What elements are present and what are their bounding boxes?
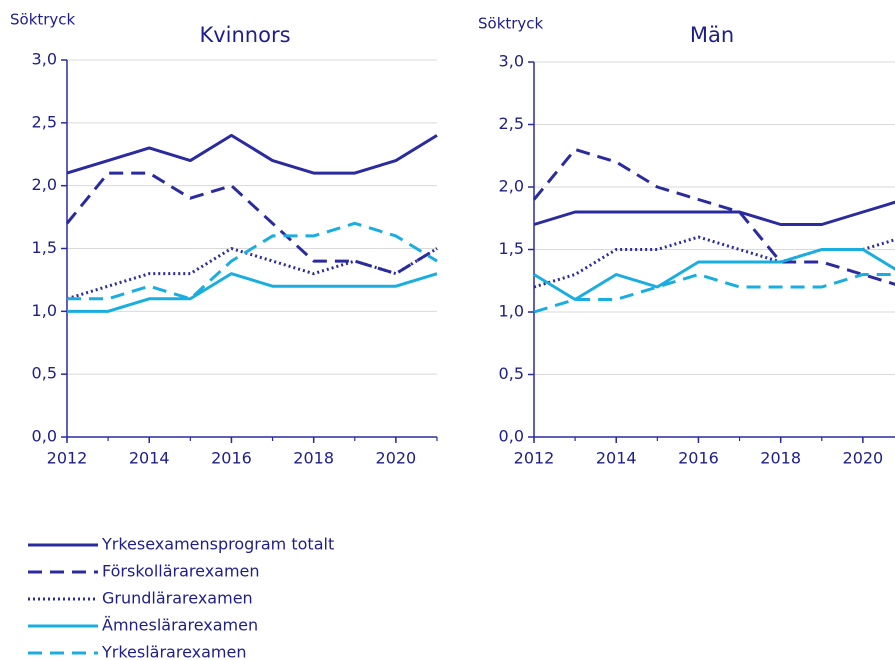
y-tick-label: 2,0: [499, 177, 524, 196]
x-tick-label: 2012: [47, 449, 88, 468]
y-axis-label: Söktryck: [10, 11, 76, 29]
series-line: [66, 133, 438, 175]
legend-label: Grundlärarexamen: [102, 589, 253, 608]
legend-label: Förskollärarexamen: [102, 562, 260, 581]
y-tick-label: 0,0: [499, 427, 524, 446]
series-line: [67, 272, 438, 313]
x-tick-label: 2018: [293, 449, 334, 468]
series-line: [532, 148, 895, 286]
chart-title: Män: [690, 23, 734, 47]
y-tick-label: 1,5: [499, 239, 524, 258]
legend-label: Ämneslärarexamen: [102, 616, 258, 635]
x-tick-label: 2014: [596, 449, 637, 468]
y-tick-label: 1,0: [32, 301, 57, 320]
series-line: [533, 248, 895, 301]
legend-label: Yrkesexamensprogram totalt: [101, 535, 334, 554]
series-line: [533, 273, 895, 314]
y-tick-label: 0,5: [32, 364, 57, 383]
chart-title: Kvinnors: [199, 23, 290, 47]
y-axis-label: Söktryck: [478, 15, 544, 33]
series-line: [67, 221, 438, 301]
x-tick-label: 2020: [376, 449, 417, 468]
y-tick-label: 0,5: [499, 364, 524, 383]
series-line: [533, 200, 895, 226]
series-line: [533, 235, 895, 289]
y-tick-label: 3,0: [32, 50, 57, 69]
y-tick-label: 1,0: [499, 302, 524, 321]
x-tick-label: 2020: [843, 449, 884, 468]
x-tick-label: 2016: [678, 449, 719, 468]
y-tick-label: 2,0: [32, 175, 57, 194]
legend-label: Yrkeslärarexamen: [101, 643, 247, 660]
x-tick-label: 2012: [514, 449, 555, 468]
x-tick-label: 2016: [211, 449, 252, 468]
y-tick-label: 0,0: [32, 427, 57, 446]
y-tick-label: 3,0: [499, 52, 524, 71]
x-tick-label: 2018: [760, 449, 801, 468]
y-tick-label: 1,5: [32, 238, 57, 257]
x-tick-label: 2014: [129, 449, 170, 468]
series-line: [65, 171, 438, 276]
y-tick-label: 2,5: [32, 112, 57, 131]
series-line: [66, 247, 438, 301]
y-tick-label: 2,5: [499, 114, 524, 133]
